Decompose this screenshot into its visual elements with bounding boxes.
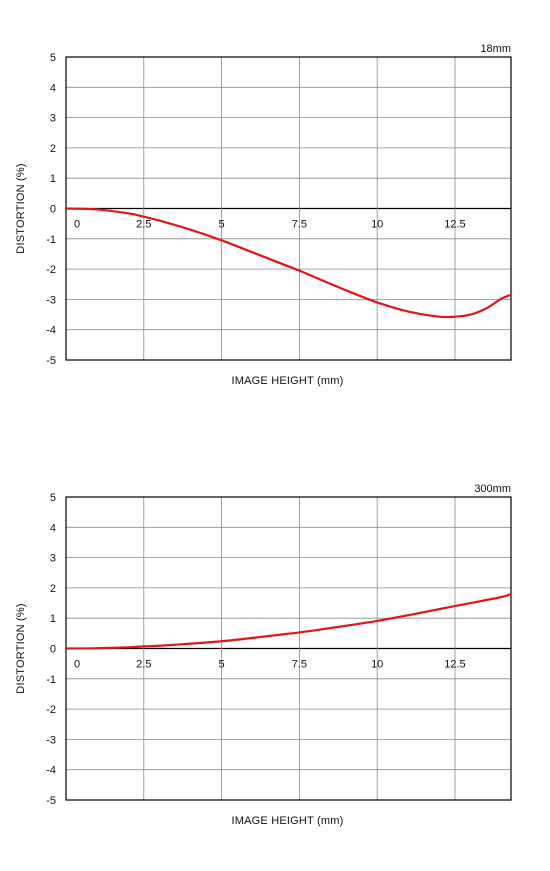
x-tick-label: 2.5 — [136, 659, 151, 671]
y-tick-label: 5 — [50, 52, 56, 64]
y-tick-label: 3 — [50, 113, 56, 125]
y-tick-label: -1 — [46, 234, 56, 246]
x-tick-label: 7.5 — [292, 219, 307, 231]
x-tick-label: 12.5 — [444, 659, 465, 671]
x-tick-label: 12.5 — [444, 219, 465, 231]
y-tick-label: 5 — [50, 492, 56, 504]
y-tick-label: 4 — [50, 82, 56, 94]
y-tick-label: 2 — [50, 143, 56, 155]
x-tick-label: 5 — [219, 219, 225, 231]
y-tick-label: -5 — [46, 795, 56, 807]
y-tick-label: 0 — [50, 644, 56, 656]
x-tick-label: 10 — [371, 659, 383, 671]
y-tick-label: -2 — [46, 264, 56, 276]
x-tick-label: 7.5 — [292, 659, 307, 671]
y-tick-label: 1 — [50, 613, 56, 625]
distortion-curve — [64, 592, 513, 650]
y-axis-title: DISTORTION (%) — [15, 163, 27, 253]
chart-title: 300mm — [474, 483, 511, 495]
y-tick-label: -3 — [46, 734, 56, 746]
y-tick-label: 1 — [50, 173, 56, 185]
x-axis-title: IMAGE HEIGHT (mm) — [232, 815, 344, 827]
y-tick-label: 0 — [50, 204, 56, 216]
y-tick-label: 3 — [50, 553, 56, 565]
x-tick-label: 2.5 — [136, 219, 151, 231]
y-tick-label: 2 — [50, 583, 56, 595]
x-tick-label: 0 — [74, 219, 80, 231]
y-tick-label: -4 — [46, 325, 56, 337]
chart-title: 18mm — [480, 43, 511, 55]
x-tick-label: 10 — [371, 219, 383, 231]
y-tick-label: -2 — [46, 704, 56, 716]
x-axis-title: IMAGE HEIGHT (mm) — [232, 375, 344, 387]
distortion-curve — [64, 207, 513, 319]
y-axis-title: DISTORTION (%) — [15, 603, 27, 693]
x-tick-label: 0 — [74, 659, 80, 671]
y-tick-label: -3 — [46, 294, 56, 306]
y-tick-label: -1 — [46, 674, 56, 686]
x-tick-label: 5 — [219, 659, 225, 671]
y-tick-label: -5 — [46, 355, 56, 367]
y-tick-label: -4 — [46, 765, 56, 777]
y-tick-label: 4 — [50, 522, 56, 534]
